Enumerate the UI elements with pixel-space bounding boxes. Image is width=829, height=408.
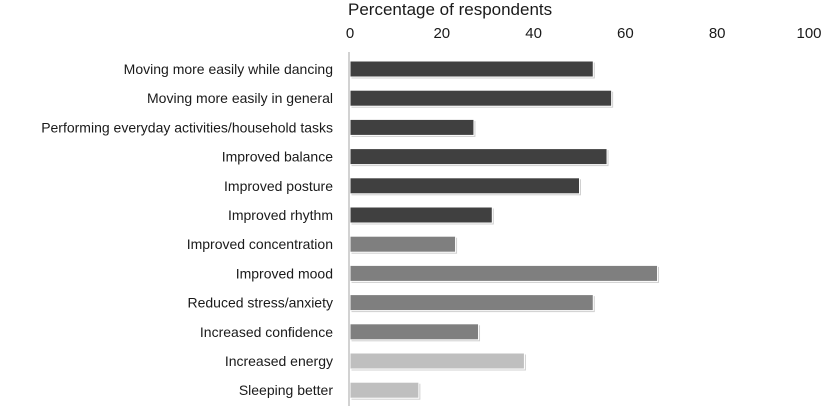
x-ticks: 0 20 40 60 80 100 [346,25,822,42]
x-tick-label: 60 [617,25,634,42]
bar [349,323,480,341]
bar [349,60,594,78]
bar [349,381,420,399]
category-label: Moving more easily in general [147,90,333,106]
bars [349,60,660,400]
category-label: Improved balance [222,149,334,165]
category-label: Performing everyday activities/household… [41,119,333,135]
category-label: Improved posture [224,178,333,194]
category-label: Improved rhythm [228,207,333,223]
category-label: Increased confidence [200,324,333,340]
category-label: Improved mood [236,265,333,281]
bar [349,235,457,253]
category-label: Increased energy [225,353,333,369]
bar [349,264,659,282]
x-tick-label: 40 [525,25,542,42]
bar [349,118,475,136]
x-tick-label: 100 [796,25,821,42]
category-label: Reduced stress/anxiety [187,295,333,311]
x-tick-label: 20 [433,25,450,42]
category-label: Improved concentration [187,236,333,252]
bar [349,148,608,166]
x-tick-label: 80 [709,25,726,42]
x-axis-title: Percentage of respondents [348,0,552,19]
category-label: Sleeping better [239,382,334,398]
bar [349,206,493,224]
x-tick-label: 0 [346,25,354,42]
bar [349,352,525,370]
bar [349,89,613,107]
category-labels: Moving more easily while dancing Moving m… [41,61,333,398]
bar [349,294,594,312]
category-label: Moving more easily while dancing [124,61,333,77]
bar [349,177,580,195]
